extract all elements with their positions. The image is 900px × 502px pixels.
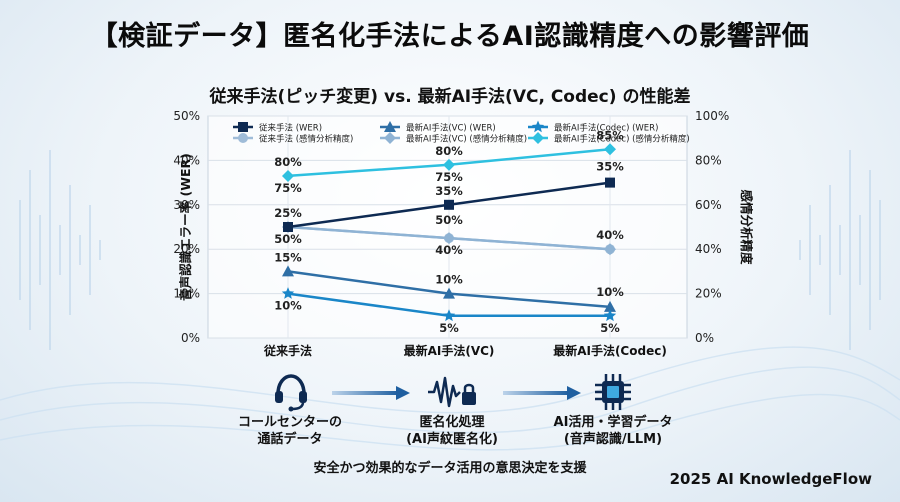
flow-step-call-data-line1: コールセンターの (237, 415, 342, 430)
y-left-tick-label: 0% (181, 331, 200, 345)
footer-caption: 安全かつ効果的なデータ活用の意思決定を支援 (313, 461, 587, 476)
y-left-tick-label: 50% (173, 109, 200, 123)
legend-marker (531, 120, 545, 133)
data-label: 50% (435, 213, 463, 227)
flow-step-ai-data-line1: AI活用・学習データ (553, 415, 673, 430)
y-left-tick-label: 10% (173, 287, 200, 301)
legend-marker (384, 121, 396, 132)
legend-label: 最新AI手法(Codec) (WER) (554, 123, 658, 134)
legend-label: 従来手法 (WER) (259, 123, 322, 134)
headset-icon (273, 372, 309, 416)
data-label: 75% (435, 170, 463, 184)
y-left-tick-label: 40% (173, 153, 200, 167)
data-label: 85% (596, 128, 624, 142)
line-chart: 0% 10% 20% 30% 40% 50% 0% 20% 40% 60% 80% 100% 従来手法 最… (173, 109, 754, 358)
data-label: 50% (274, 232, 302, 246)
waveform-lock-icon (428, 374, 478, 414)
legend-label: 最新AI手法(VC) (感情分析精度) (406, 134, 527, 145)
data-label: 80% (274, 155, 302, 169)
data-point (442, 309, 456, 322)
legend-label: 最新AI手法(Codec) (感情分析精度) (554, 134, 690, 145)
data-label: 25% (274, 206, 302, 220)
data-point (281, 287, 295, 299)
data-label: 35% (435, 184, 463, 198)
data-point (443, 287, 455, 299)
data-point (282, 169, 294, 182)
flow-step-call-data: コールセンターの 通話データ (220, 414, 360, 448)
data-label: 35% (596, 160, 624, 174)
y-left-axis-title: 音声認識エラー率 (WER) (178, 153, 193, 301)
data-label: 75% (274, 181, 302, 195)
x-tick-label: 従来手法 (263, 343, 312, 358)
legend-label: 最新AI手法(VC) (WER) (406, 123, 496, 134)
flow-step-anonymize-line2: (AI声紋匿名化) (406, 432, 498, 447)
chip-icon (593, 372, 633, 416)
flow-step-anonymize-line1: 匿名化処理 (419, 415, 485, 430)
data-label: 40% (435, 243, 463, 257)
data-label: 10% (274, 299, 302, 313)
flow-step-call-data-line2: 通話データ (257, 432, 323, 447)
data-point (605, 177, 615, 188)
chart-title: 従来手法(ピッチ変更) vs. 最新AI手法(VC, Codec) の性能差 (209, 87, 691, 107)
data-point (604, 143, 616, 156)
data-point (443, 232, 455, 245)
data-point (603, 309, 617, 322)
data-label: 10% (596, 285, 624, 299)
y-left-tick-label: 20% (173, 242, 200, 256)
legend-marker (384, 132, 396, 144)
y-right-tick-label: 40% (695, 242, 722, 256)
x-tick-label: 最新AI手法(Codec) (553, 343, 667, 358)
data-point (443, 158, 455, 171)
data-label: 80% (435, 144, 463, 158)
flow-step-ai-data-line2: (音声認識/LLM) (563, 432, 663, 447)
y-right-tick-label: 0% (695, 331, 714, 345)
flow-arrow-2 (503, 386, 581, 400)
y-right-tick-label: 20% (695, 287, 722, 301)
legend-marker (238, 122, 248, 132)
x-tick-label: 最新AI手法(VC) (404, 343, 495, 358)
y-right-axis-title: 感情分析精度 (739, 189, 754, 265)
y-left-tick-label: 30% (173, 198, 200, 212)
data-point (604, 243, 616, 256)
legend-marker (532, 132, 544, 144)
page-title: 【検証データ】匿名化手法によるAI認識精度への影響評価 (90, 21, 810, 52)
data-point (604, 300, 616, 312)
legend-marker (238, 133, 248, 143)
data-label: 10% (435, 273, 463, 287)
data-label: 5% (600, 321, 620, 335)
flow-step-anonymize: 匿名化処理 (AI声紋匿名化) (382, 414, 522, 448)
flow-arrow-1 (332, 386, 410, 400)
flow-step-ai-data: AI活用・学習データ (音声認識/LLM) (538, 414, 688, 448)
y-right-tick-label: 80% (695, 153, 722, 167)
data-point (283, 222, 293, 232)
data-label: 40% (596, 228, 624, 242)
legend-label: 従来手法 (感情分析精度) (259, 134, 353, 145)
data-point (282, 265, 294, 277)
y-right-tick-label: 60% (695, 198, 722, 212)
data-point (444, 199, 454, 210)
y-right-tick-label: 100% (695, 109, 729, 123)
data-label: 15% (274, 250, 302, 264)
brand-label: 2025 AI KnowledgeFlow (669, 470, 872, 488)
data-label: 5% (439, 321, 459, 335)
